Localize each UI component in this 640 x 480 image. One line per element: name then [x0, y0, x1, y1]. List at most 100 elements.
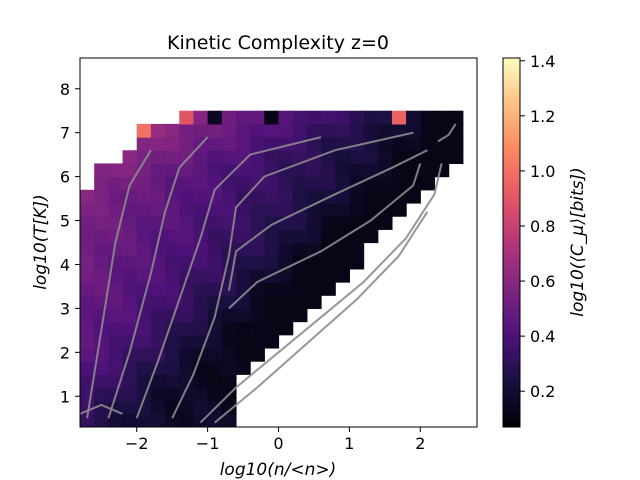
y-tick: 6 — [60, 168, 80, 187]
heatmap-cell — [150, 229, 166, 244]
heatmap-cell — [434, 163, 450, 178]
heatmap-cell — [179, 374, 195, 389]
heatmap-cell — [136, 176, 152, 191]
heatmap-cell — [264, 242, 280, 257]
heatmap-cell — [221, 110, 237, 125]
heatmap-cell — [278, 229, 294, 244]
heatmap-cell — [136, 202, 152, 217]
heatmap-cell — [136, 268, 152, 283]
x-tick-label: 1 — [344, 434, 354, 453]
heatmap-cell — [264, 176, 280, 191]
heatmap-cell — [306, 123, 322, 138]
heatmap-cell — [136, 334, 152, 349]
y-tick: 3 — [60, 299, 80, 318]
colorbar-tick: 0.2 — [520, 382, 555, 401]
heatmap-cell — [165, 216, 180, 230]
heatmap-cell — [193, 202, 209, 217]
heatmap-cell — [179, 295, 195, 309]
heatmap-cell — [221, 334, 237, 349]
heatmap-cell — [349, 242, 365, 257]
y-tick: 7 — [60, 124, 80, 143]
heatmap-cell — [136, 123, 152, 138]
heatmap-cell — [193, 321, 209, 336]
heatmap-cell — [335, 202, 350, 217]
heatmap-cell — [207, 347, 223, 362]
heatmap-cell — [406, 189, 421, 204]
colorbar-tick: 1.0 — [520, 162, 555, 181]
heatmap-cell — [80, 216, 95, 230]
heatmap-cell — [94, 400, 109, 415]
y-tick-label: 2 — [60, 343, 70, 362]
heatmap-cell — [122, 282, 138, 296]
heatmap-cell — [391, 163, 407, 178]
heatmap-cell — [292, 295, 308, 309]
heatmap-cell — [150, 308, 166, 323]
heatmap-cell — [235, 229, 251, 244]
heatmap-cell — [80, 347, 95, 362]
heatmap-cell — [122, 268, 138, 283]
heatmap-cell — [250, 123, 265, 138]
heatmap-cell — [221, 150, 237, 165]
x-tick: 0 — [273, 427, 284, 453]
heatmap-cell — [250, 282, 265, 296]
heatmap-cell — [448, 137, 464, 151]
heatmap-cell — [448, 110, 464, 125]
heatmap-cell — [321, 268, 336, 283]
heatmap-cell — [108, 308, 124, 323]
heatmap-cell — [193, 295, 209, 309]
heatmap-cell — [150, 150, 166, 165]
heatmap-cell — [235, 347, 251, 362]
heatmap-cell — [136, 374, 152, 389]
heatmap-cell — [377, 216, 393, 230]
heatmap-cell — [193, 282, 209, 296]
heatmap-cell — [193, 400, 209, 415]
heatmap-cell — [122, 150, 138, 165]
heatmap-cell — [136, 321, 152, 336]
heatmap-cell — [80, 374, 95, 389]
heatmap-cell — [306, 176, 322, 191]
heatmap-cell — [165, 387, 180, 402]
heatmap-cell — [150, 202, 166, 217]
heatmap-cell — [349, 216, 365, 230]
heatmap-cell — [94, 374, 109, 389]
heatmap-cell — [193, 176, 209, 191]
heatmap-cell — [165, 242, 180, 257]
heatmap-cell — [207, 282, 223, 296]
colorbar-tick-label: 1.4 — [530, 52, 555, 71]
heatmap-cell — [150, 334, 166, 349]
heatmap-cell — [349, 123, 365, 138]
x-axis-ticks: −2 −1 0 1 2 — [125, 427, 425, 453]
heatmap-cell — [150, 123, 166, 138]
heatmap-cell — [150, 413, 166, 427]
heatmap-cell — [122, 229, 138, 244]
heatmap-cell — [136, 137, 152, 151]
heatmap-cell — [250, 242, 265, 257]
heatmap-cell — [80, 295, 95, 309]
contour-line — [86, 149, 152, 419]
heatmap-cell — [306, 189, 322, 204]
heatmap-cell — [207, 255, 223, 270]
heatmap-cell — [235, 255, 251, 270]
heatmap-cell — [94, 282, 109, 296]
heatmap-cell — [406, 110, 421, 125]
colorbar-tick-label: 0.8 — [530, 217, 555, 236]
heatmap-cell — [165, 347, 180, 362]
heatmap-cell — [108, 176, 124, 191]
heatmap-cell — [434, 123, 450, 138]
heatmap-cell — [264, 123, 280, 138]
heatmap-cell — [235, 242, 251, 257]
heatmap-cell — [250, 308, 265, 323]
heatmap-cell — [193, 413, 209, 427]
heatmap-cell — [179, 202, 195, 217]
heatmap-cell — [306, 295, 322, 309]
heatmap-cell — [80, 361, 95, 375]
heatmap-cell — [363, 202, 379, 217]
heatmap-cell — [122, 413, 138, 427]
heatmap-cell — [94, 202, 109, 217]
heatmap-cell — [108, 334, 124, 349]
heatmap-cell — [94, 387, 109, 402]
y-tick: 5 — [60, 212, 80, 231]
heatmap-cell — [363, 123, 379, 138]
heatmap-cell — [179, 413, 195, 427]
